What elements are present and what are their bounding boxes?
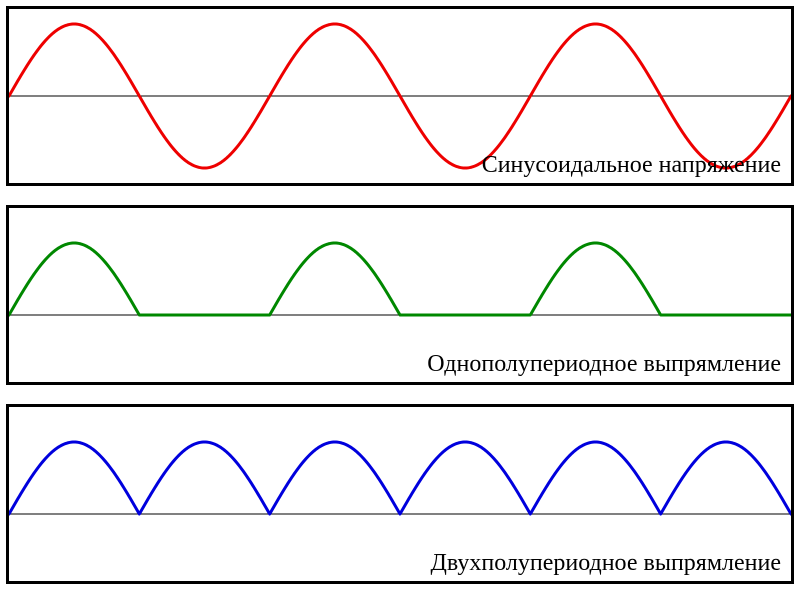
full-rectified-wave xyxy=(9,442,791,514)
half-rectified-wave xyxy=(9,243,791,315)
half-rectified-panel: Однополупериодное выпрямление xyxy=(6,205,794,385)
sine-panel-label: Синусоидальное напряжение xyxy=(482,152,781,179)
waveform-diagram: Синусоидальное напряжение Однополупериодн… xyxy=(0,0,800,590)
sine-panel: Синусоидальное напряжение xyxy=(6,6,794,186)
full-rectified-panel: Двухполупериодное выпрямление xyxy=(6,404,794,584)
full-rectified-panel-label: Двухполупериодное выпрямление xyxy=(430,550,781,577)
half-rectified-panel-label: Однополупериодное выпрямление xyxy=(427,351,781,378)
